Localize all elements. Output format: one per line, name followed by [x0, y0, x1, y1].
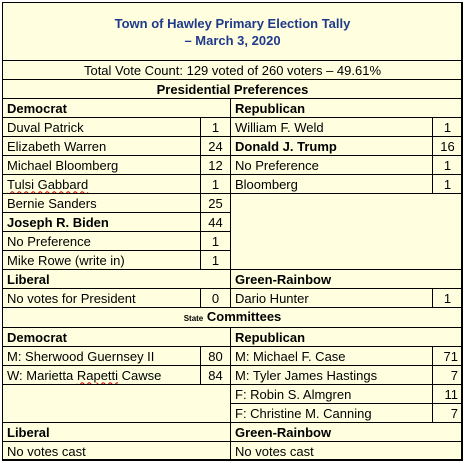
- vote-count: 1: [200, 117, 231, 137]
- pres-democrat-heading: Democrat: [2, 98, 231, 118]
- empty-cell: [230, 193, 463, 270]
- committee-green-rainbow-heading: Green-Rainbow: [230, 422, 463, 442]
- title-line-1: Town of Hawley Primary Election Tally: [114, 15, 351, 31]
- table-row: Joseph R. Biden 44: [2, 212, 463, 232]
- committee-liberal-result: No votes cast: [2, 441, 231, 461]
- committees-heading-text: Committees: [206, 309, 282, 324]
- committees-heading-prefix: State: [183, 314, 204, 323]
- vote-count: 1: [432, 174, 463, 194]
- vote-count: 1: [200, 174, 231, 194]
- committee-republican-heading: Republican: [230, 327, 463, 347]
- vote-count: 84: [200, 365, 231, 385]
- pres-green-rainbow-heading: Green-Rainbow: [230, 269, 463, 289]
- page-title: Town of Hawley Primary Election Tally – …: [2, 2, 463, 61]
- candidate-name: Mike Rowe (write in): [2, 250, 201, 270]
- vote-count: 1: [432, 155, 463, 175]
- vote-count: 7: [432, 403, 463, 423]
- title-line-2: – March 3, 2020: [184, 32, 281, 48]
- candidate-name-text: W: Marietta Rapetti Cawse: [7, 367, 162, 383]
- table-row: W: Marietta Rapetti Cawse 84 M: Tyler Ja…: [2, 365, 463, 385]
- candidate-name: Bernie Sanders: [2, 193, 201, 213]
- empty-cell: [2, 384, 231, 423]
- table-row: F: Robin S. Almgren 11: [2, 384, 463, 423]
- committees-heading: State Committees: [2, 307, 463, 328]
- candidate-name: No Preference: [230, 155, 433, 175]
- candidate-name: M: Tyler James Hastings: [230, 365, 433, 385]
- table-row: Bernie Sanders 25: [2, 193, 463, 270]
- candidate-name: No Preference: [2, 231, 201, 251]
- vote-count: 1: [432, 117, 463, 137]
- vote-count: 12: [200, 155, 231, 175]
- table-row: Duval Patrick 1 William F. Weld 1: [2, 117, 463, 137]
- candidate-name: F: Christine M. Canning: [230, 403, 433, 423]
- candidate-name: Dario Hunter: [230, 288, 433, 308]
- candidate-name: Joseph R. Biden: [2, 212, 201, 232]
- candidate-name: M: Michael F. Case: [230, 346, 433, 366]
- committee-green-rainbow-result: No votes cast: [230, 441, 463, 461]
- vote-count: 71: [432, 346, 463, 366]
- table-row: Michael Bloomberg 12 No Preference 1: [2, 155, 463, 175]
- candidate-name-text: Tulsi Gabbard: [7, 176, 89, 192]
- candidate-name: Elizabeth Warren: [2, 136, 201, 156]
- table-row: Elizabeth Warren 24 Donald J. Trump 16: [2, 136, 463, 156]
- vote-count: 11: [432, 384, 463, 404]
- candidate-name: M: Sherwood Guernsey II: [2, 346, 201, 366]
- pres-liberal-heading: Liberal: [2, 269, 231, 289]
- candidate-name: No votes for President: [2, 288, 201, 308]
- candidate-name: W: Marietta Rapetti Cawse: [2, 365, 201, 385]
- candidate-name: William F. Weld: [230, 117, 433, 137]
- table-row: No votes for President 0 Dario Hunter 1: [2, 288, 463, 308]
- vote-count: 24: [200, 136, 231, 156]
- pres-republican-heading: Republican: [230, 98, 463, 118]
- vote-count: 0: [200, 288, 231, 308]
- vote-count: 7: [432, 365, 463, 385]
- vote-count: 80: [200, 346, 231, 366]
- candidate-name: Michael Bloomberg: [2, 155, 201, 175]
- committee-liberal-heading: Liberal: [2, 422, 231, 442]
- vote-count: 25: [200, 193, 231, 213]
- total-vote-count: Total Vote Count: 129 voted of 260 voter…: [2, 60, 463, 80]
- candidate-name: Donald J. Trump: [230, 136, 433, 156]
- candidate-name: Bloomberg: [230, 174, 433, 194]
- vote-count: 1: [200, 231, 231, 251]
- committee-democrat-heading: Democrat: [2, 327, 231, 347]
- vote-count: 1: [200, 250, 231, 270]
- candidate-name: Duval Patrick: [2, 117, 201, 137]
- vote-count: 1: [432, 288, 463, 308]
- table-row: No votes cast No votes cast: [2, 441, 463, 461]
- vote-count: 16: [432, 136, 463, 156]
- presidential-heading: Presidential Preferences: [2, 79, 463, 99]
- table-row: M: Sherwood Guernsey II 80 M: Michael F.…: [2, 346, 463, 366]
- candidate-name: F: Robin S. Almgren: [230, 384, 433, 404]
- candidate-name: Tulsi Gabbard: [2, 174, 201, 194]
- spellcheck-underline: Rapetti: [76, 367, 119, 383]
- vote-count: 44: [200, 212, 231, 232]
- table-row: Tulsi Gabbard 1 Bloomberg 1: [2, 174, 463, 194]
